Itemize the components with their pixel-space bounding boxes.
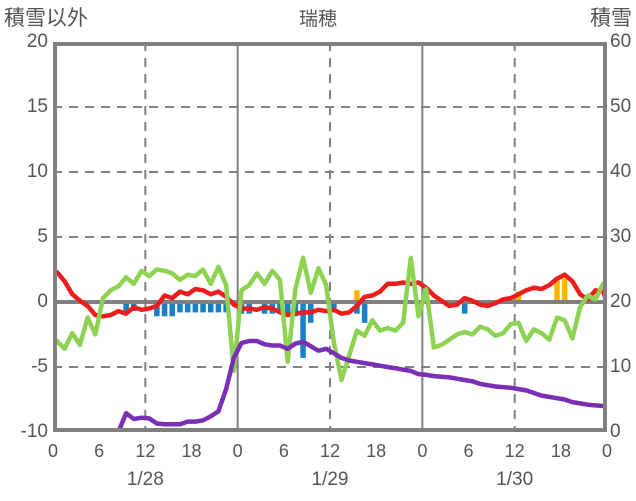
bar-降雪	[361, 302, 368, 323]
bar-降水	[554, 278, 560, 302]
bar-降水	[515, 291, 522, 302]
series-line-風速等	[54, 255, 607, 383]
left-y-tick-label: -10	[20, 421, 48, 442]
left-y-tick-label: 0	[37, 291, 48, 312]
x-tick-label: 0	[47, 441, 58, 461]
bar-降雪	[200, 302, 206, 313]
day-label: 1/29	[311, 469, 349, 490]
bar-降雪	[177, 302, 183, 313]
left-y-tick-label: 5	[37, 226, 48, 247]
x-tick-label: 0	[417, 441, 428, 461]
series-line-気温	[54, 269, 607, 319]
right-y-tick-label: 20	[610, 291, 632, 312]
bar-降雪	[184, 302, 191, 313]
left-y-tick-label: 15	[26, 96, 48, 117]
right-y-tick-label: 50	[610, 96, 632, 117]
x-tick-label: 18	[181, 441, 202, 461]
bar-降雪	[192, 302, 199, 313]
plot-area	[53, 42, 607, 432]
bar-降雪	[461, 302, 468, 314]
x-tick-label: 0	[232, 441, 243, 461]
x-tick-label: 6	[278, 441, 289, 461]
day-label: 1/30	[496, 469, 534, 490]
right-y-tick-label: 40	[610, 161, 632, 182]
bar-降雪	[215, 302, 222, 313]
right-y-tick-label: 10	[610, 356, 632, 377]
bar-降雪	[331, 302, 337, 313]
left-axis-title: 積雪以外	[4, 7, 88, 30]
bar-降雪	[284, 302, 291, 314]
x-tick-label: 12	[504, 441, 525, 461]
x-tick-label: 0	[601, 441, 612, 461]
left-y-tick-label: 20	[26, 31, 48, 52]
x-tick-label: 6	[463, 441, 474, 461]
x-tick-label: 18	[366, 441, 387, 461]
day-label: 1/28	[126, 469, 164, 490]
x-tick-label: 12	[319, 441, 341, 461]
x-tick-label: 12	[135, 441, 156, 461]
bar-降水	[354, 290, 360, 302]
left-y-tick-label: -5	[31, 356, 48, 377]
bar-降雪	[161, 302, 168, 317]
chart-title: 瑞穂	[298, 9, 337, 30]
x-tick-label: 6	[94, 441, 105, 461]
right-y-tick-label: 0	[610, 421, 621, 442]
bar-降雪	[169, 302, 176, 317]
left-y-tick-label: 10	[26, 161, 48, 182]
series-line-積雪深	[54, 338, 607, 432]
bar-降雪	[207, 302, 214, 313]
right-y-tick-label: 60	[610, 31, 632, 52]
bar-降雪	[154, 302, 160, 317]
bar-降水	[561, 278, 568, 302]
bar-降雪	[300, 302, 306, 358]
right-y-tick-label: 30	[610, 226, 632, 247]
right-axis-title: 積雪	[590, 7, 632, 30]
plot-frame	[53, 42, 607, 432]
bar-降雪	[277, 302, 283, 314]
x-tick-label: 18	[550, 441, 571, 461]
bar-降雪	[123, 302, 129, 312]
